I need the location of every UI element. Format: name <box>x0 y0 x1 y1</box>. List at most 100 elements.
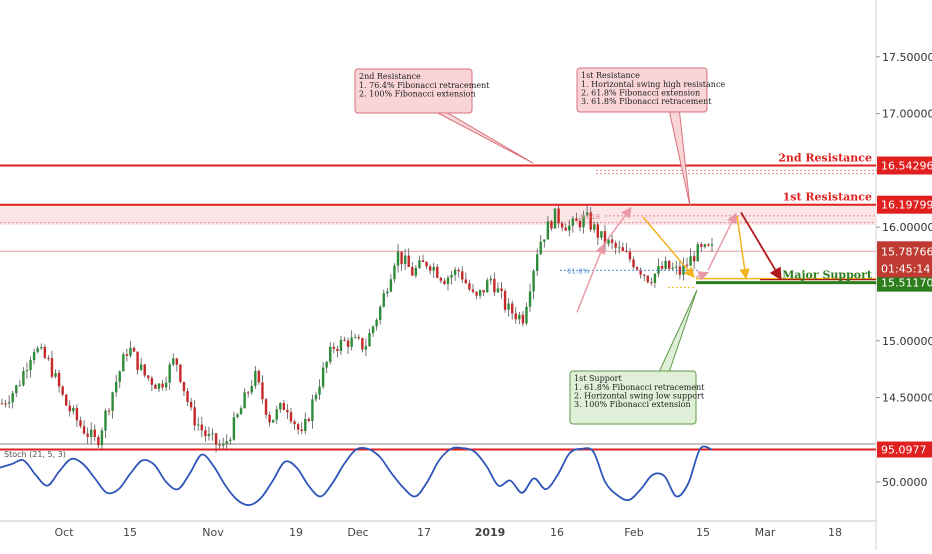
candle-body <box>653 273 657 283</box>
candle-body <box>300 429 303 431</box>
annotation-pointer <box>437 112 534 164</box>
candle-body <box>689 256 692 266</box>
annotation-line: 2. Horizontal swing low support <box>574 392 705 401</box>
candle-body <box>471 289 475 292</box>
candle-body <box>104 410 107 431</box>
candle-body <box>571 218 575 226</box>
level-name-label: Major Support <box>782 269 873 282</box>
candle-body <box>107 410 111 412</box>
candle-body <box>364 346 368 350</box>
candle-body <box>564 227 567 231</box>
candle-body <box>664 260 667 269</box>
candle-body <box>143 364 146 376</box>
price-tick-label: 15.00000 <box>882 335 932 348</box>
annotation-line: 1. 61.8% Fibonacci retracement <box>574 383 705 392</box>
candle-body <box>675 266 678 268</box>
candle-body <box>585 212 589 216</box>
candle-body <box>707 244 710 246</box>
candle-body <box>93 429 96 438</box>
candle-body <box>396 251 400 266</box>
pink-arrow-leg <box>603 207 632 245</box>
candle-body <box>72 407 75 412</box>
candle-body <box>350 337 353 347</box>
x-axis-label: 15 <box>696 526 710 539</box>
candle-body <box>296 424 300 430</box>
level-value-label: 15.51170 <box>881 277 932 290</box>
candle-body <box>7 402 11 404</box>
candle-body <box>289 412 293 422</box>
candle-body <box>375 319 378 327</box>
fib-label-618: 61.8% <box>567 267 590 275</box>
candle-body <box>357 337 360 339</box>
candle-body <box>596 224 600 238</box>
x-axis-label: 17 <box>417 526 431 539</box>
annotation-line: 3. 100% Fibonacci extension <box>574 400 691 409</box>
candle-body <box>325 361 328 368</box>
candle-body <box>29 360 32 371</box>
candle-body <box>307 418 311 422</box>
candle-body <box>453 269 457 276</box>
candle-body <box>336 348 339 351</box>
countdown-label: 01:45:14 <box>881 262 930 275</box>
x-axis-label: 15 <box>123 526 137 539</box>
candle-body <box>535 254 539 271</box>
candle-body <box>421 260 425 262</box>
candle-body <box>389 279 393 292</box>
x-axis-label: Oct <box>54 526 74 539</box>
candle-body <box>75 407 79 421</box>
candle-body <box>271 419 275 423</box>
candle-body <box>293 421 296 425</box>
candle-body <box>172 358 175 365</box>
candle-body <box>36 348 39 352</box>
candle-body <box>582 215 585 228</box>
candle-body <box>86 433 89 437</box>
candle-body <box>236 414 239 418</box>
candle-body <box>179 364 182 382</box>
price-tick-label: 14.50000 <box>882 392 932 405</box>
candle-body <box>461 271 464 280</box>
current-price-tag <box>877 241 932 278</box>
candle-body <box>164 382 168 388</box>
candle-body <box>161 383 164 388</box>
candle-body <box>282 403 286 410</box>
candle-body <box>207 434 211 437</box>
level-value-label: 16.54296 <box>881 160 932 173</box>
candle-body <box>346 340 350 347</box>
candle-body <box>43 347 47 358</box>
candle-body <box>222 444 225 446</box>
candle-body <box>229 439 232 442</box>
candle-body <box>621 247 625 251</box>
candle-body <box>632 259 635 268</box>
oscillator-tick-label: 50.0000 <box>882 476 928 489</box>
candle-body <box>478 290 482 296</box>
x-axis-label: 2019 <box>475 526 506 539</box>
candle-body <box>0 403 4 405</box>
annotation-title: 1st Resistance <box>581 71 640 80</box>
yellow-projection-arrow <box>736 215 750 280</box>
annotation-line: 1. Horizontal swing high resistance <box>581 80 725 89</box>
candle-body <box>546 221 550 240</box>
candle-body <box>147 375 150 379</box>
candle-body <box>443 280 446 285</box>
candle-body <box>97 437 100 446</box>
candle-body <box>286 409 289 413</box>
candle-body <box>122 354 125 372</box>
candle-body <box>32 351 36 361</box>
candle-body <box>432 266 435 271</box>
price-tick-label: 16.00000 <box>882 221 932 234</box>
candle-body <box>457 269 460 272</box>
candle-body <box>607 239 610 244</box>
candle-body <box>254 370 257 386</box>
candle-body <box>696 244 699 262</box>
x-axis-label: 16 <box>550 526 564 539</box>
candle-body <box>414 267 418 276</box>
annotation-pointer <box>658 289 698 372</box>
candle-body <box>4 403 7 405</box>
candle-body <box>436 266 439 278</box>
candle-body <box>482 290 485 293</box>
candle-body <box>304 418 307 431</box>
candle-body <box>685 264 689 266</box>
candle-body <box>543 239 546 242</box>
